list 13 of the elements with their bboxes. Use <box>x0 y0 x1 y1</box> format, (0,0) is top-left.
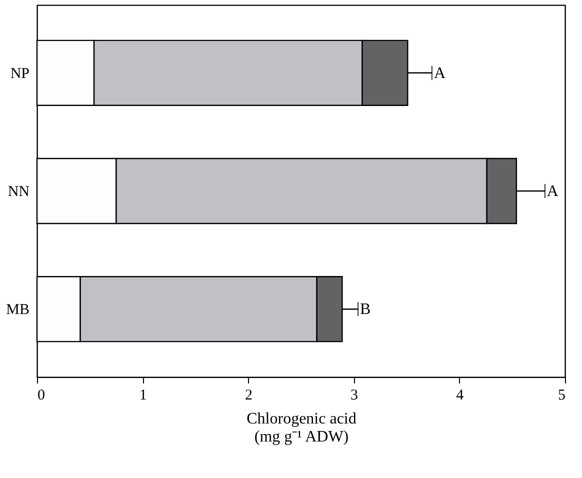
y-tick-label: NN <box>8 184 30 200</box>
x-axis-title: Chlorogenic acid (mg g⁻¹ ADW) <box>246 410 356 446</box>
y-tick-label: MB <box>6 302 30 318</box>
annotation: A <box>546 183 559 200</box>
x-tick-label: 1 <box>139 388 147 404</box>
annotation: B <box>360 301 371 318</box>
x-tick-label: 0 <box>38 388 45 404</box>
x-tick-label: 3 <box>350 388 358 404</box>
x-tick-label: 4 <box>456 388 464 404</box>
x-tick-label: 2 <box>244 388 252 404</box>
y-tick-label: NP <box>10 66 30 82</box>
annotation: A <box>434 64 446 82</box>
x-tick-label: 5 <box>558 388 566 404</box>
